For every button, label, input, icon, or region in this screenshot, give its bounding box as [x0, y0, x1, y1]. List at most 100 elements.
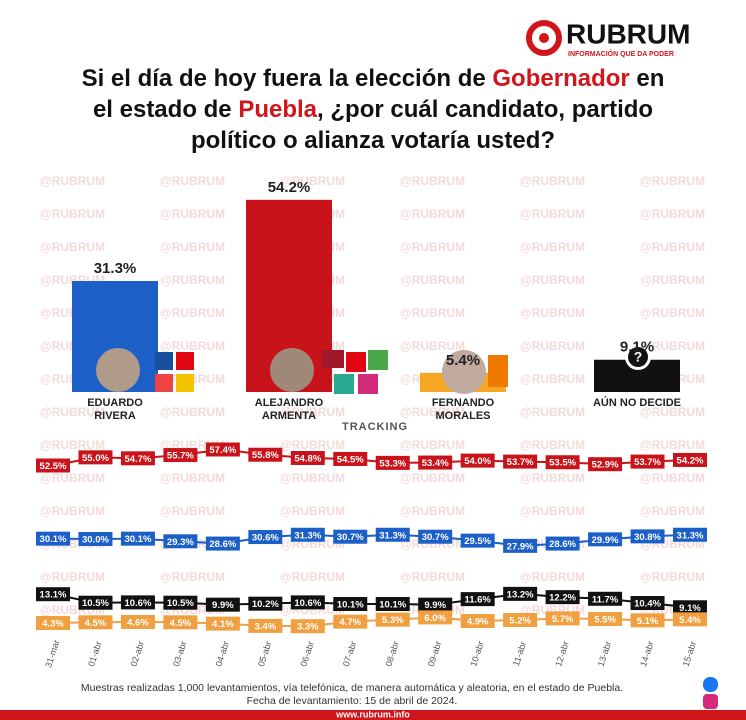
watermark: @RUBRUM [160, 570, 225, 584]
value-box [248, 618, 283, 633]
tracking-title: TRACKING [342, 421, 408, 433]
data-label: 54.5% [337, 454, 364, 465]
value-box [418, 610, 453, 625]
value-box [375, 455, 410, 470]
data-label: 10.2% [252, 599, 279, 610]
watermark: @RUBRUM [40, 570, 105, 584]
data-label: 4.5% [170, 618, 192, 629]
x-tick-label: 12-abr [553, 640, 571, 668]
watermark: @RUBRUM [400, 339, 465, 353]
data-label: 5.5% [594, 615, 616, 626]
data-label: 10.6% [124, 598, 151, 609]
data-label: 4.3% [42, 618, 64, 629]
data-label: 10.1% [337, 600, 364, 611]
watermark: @RUBRUM [640, 240, 705, 254]
value-box [503, 454, 538, 469]
watermark: @RUBRUM [640, 273, 705, 287]
watermark: @RUBRUM [160, 207, 225, 221]
watermark: @RUBRUM [160, 504, 225, 518]
value-box [673, 527, 707, 542]
data-label: 53.5% [549, 458, 576, 469]
value-box [418, 455, 453, 470]
x-tick-label: 14-abr [638, 640, 656, 668]
data-label: 30.0% [82, 535, 109, 546]
photo [442, 350, 486, 394]
watermark: @RUBRUM [400, 306, 465, 320]
watermark: @RUBRUM [520, 240, 585, 254]
data-label: 28.6% [209, 539, 236, 550]
data-label: 54.7% [124, 454, 151, 465]
watermark: @RUBRUM [400, 504, 465, 518]
series-line [52, 448, 691, 467]
watermark: @RUBRUM [520, 273, 585, 287]
watermark: @RUBRUM [40, 174, 105, 188]
value-box [545, 455, 580, 470]
data-label: 30.8% [634, 532, 661, 543]
x-tick-label: 06-abr [298, 640, 316, 668]
data-label: 4.7% [339, 617, 361, 628]
logo-ring [526, 20, 562, 56]
svg-text:?: ? [634, 349, 643, 365]
candidate-name: EDUARDO RIVERA [87, 397, 143, 422]
value-box [120, 451, 155, 466]
watermark: @RUBRUM [520, 207, 585, 221]
value-box [78, 615, 113, 630]
series-line [52, 592, 691, 609]
data-label: 29.3% [167, 537, 194, 548]
watermark: @RUBRUM [400, 174, 465, 188]
x-tick-label: 31-mar [43, 639, 61, 669]
value-box [290, 619, 325, 634]
value-box [163, 534, 198, 549]
value-box [333, 529, 368, 544]
value-box [460, 613, 495, 628]
footer-bar [0, 710, 746, 720]
title-part: Puebla [238, 96, 317, 123]
value-box [248, 596, 283, 611]
data-label: 31.3% [379, 530, 406, 541]
value-box [673, 612, 707, 627]
data-label: 4.6% [127, 617, 149, 628]
value-box [630, 454, 665, 469]
title-line: Si el día de hoy fuera la elección de Go… [82, 65, 665, 92]
data-label: 11.6% [464, 595, 491, 606]
watermark: @RUBRUM [160, 405, 225, 419]
title-part: en [630, 65, 665, 92]
photo [270, 348, 314, 392]
data-label: 5.3% [382, 615, 404, 626]
data-label: 53.7% [634, 457, 661, 468]
value-box [588, 457, 623, 472]
value-box [375, 527, 410, 542]
value-box [36, 587, 70, 602]
value-box [333, 451, 368, 466]
watermark: @RUBRUM [640, 174, 705, 188]
value-box [36, 531, 70, 546]
watermark: @RUBRUM [520, 372, 585, 386]
series-line [52, 533, 691, 547]
watermark: @RUBRUM [640, 405, 705, 419]
data-label: 57.4% [209, 445, 236, 456]
data-label: 3.3% [297, 622, 319, 633]
brand-name: RUBRUM [566, 18, 690, 49]
data-label: 9.1% [679, 603, 701, 614]
watermark: @RUBRUM [400, 240, 465, 254]
footer-note: Muestras realizadas 1,000 levantamientos… [81, 682, 623, 694]
data-label: 55.0% [82, 453, 109, 464]
data-label: 30.7% [337, 532, 364, 543]
value-box [120, 614, 155, 629]
value-box [205, 536, 240, 551]
data-label: 30.1% [40, 534, 67, 545]
value-box [630, 613, 665, 628]
watermark: @RUBRUM [640, 570, 705, 584]
data-label: 13.1% [40, 590, 67, 601]
data-label: 54.8% [294, 454, 321, 465]
value-box [418, 529, 453, 544]
watermark: @RUBRUM [40, 504, 105, 518]
title-part: , ¿por cuál candidato, partido [317, 96, 653, 123]
value-box [503, 538, 538, 553]
watermark: @RUBRUM [520, 174, 585, 188]
data-label: 10.5% [82, 598, 109, 609]
value-box [418, 597, 453, 612]
data-label: 55.8% [252, 450, 279, 461]
watermark: @RUBRUM [160, 471, 225, 485]
